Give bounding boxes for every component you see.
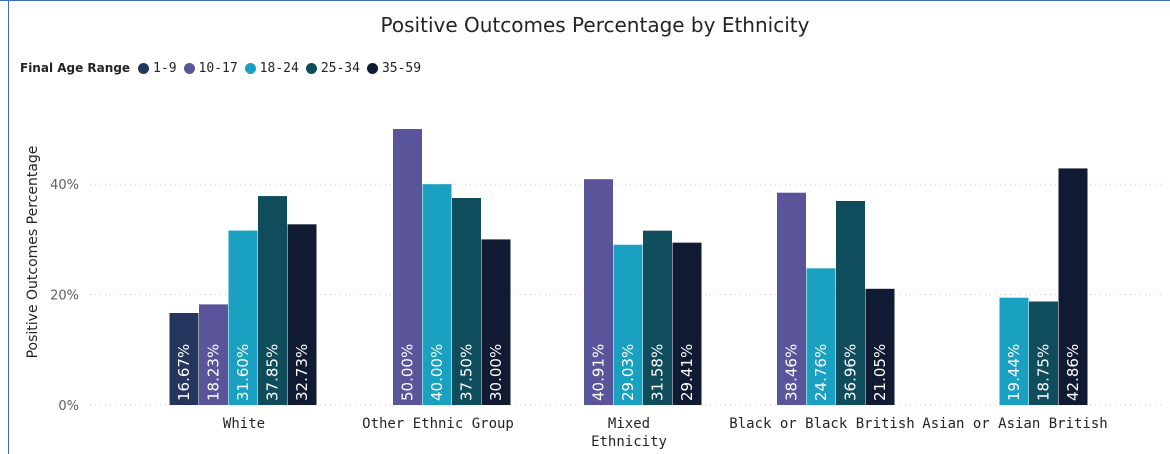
data-label: 21.05% (871, 344, 889, 401)
y-tick-label: 40% (50, 178, 79, 193)
legend[interactable]: Final Age Range 1-9 10-17 18-24 25-34 35-59 (20, 59, 428, 77)
legend-label: 25-34 (320, 60, 360, 76)
bar-25-34 (1029, 301, 1058, 405)
legend-label: 1-9 (153, 60, 177, 76)
data-label: 32.73% (293, 344, 311, 401)
data-label: 19.44% (1005, 344, 1023, 401)
legend-item-25-34[interactable]: 25-34 (305, 60, 360, 76)
bar-35-59 (672, 242, 702, 405)
data-label: 50.00% (399, 344, 417, 401)
legend-label: 18-24 (259, 60, 299, 76)
data-label: 18.23% (205, 344, 223, 401)
bar-25-34 (258, 196, 287, 405)
frame-left-border (8, 0, 9, 454)
legend-item-18-24[interactable]: 18-24 (244, 60, 299, 76)
bar-18-24 (613, 244, 643, 405)
x-tick-label: Black or Black British (729, 416, 914, 432)
y-tick-label: 0% (58, 399, 79, 414)
legend-item-1-9[interactable]: 1-9 (138, 60, 177, 76)
data-label: 18.75% (1035, 344, 1053, 401)
bar-35-59 (865, 288, 895, 405)
bar-25-34 (836, 200, 865, 405)
data-label: 31.60% (234, 344, 252, 401)
y-axis-title: Positive Outcomes Percentage (25, 146, 41, 359)
data-label: 42.86% (1064, 344, 1082, 401)
legend-marker (366, 62, 378, 74)
data-label: 16.67% (175, 344, 193, 401)
data-label: 30.00% (487, 344, 505, 401)
x-tick-label: Ethnicity (591, 434, 667, 450)
legend-marker (244, 62, 256, 74)
data-label: 29.03% (619, 344, 637, 401)
legend-marker (138, 62, 150, 74)
bar-35-59 (1058, 168, 1088, 405)
bar-1-9 (169, 312, 199, 405)
legend-title: Final Age Range (20, 61, 131, 75)
x-tick-label: Other Ethnic Group (362, 416, 514, 432)
y-tick-label: 20% (50, 289, 79, 304)
frame-top-border (0, 0, 1170, 1)
bar-35-59 (287, 224, 317, 405)
bar-18-24 (806, 268, 836, 405)
data-label: 40.00% (428, 344, 446, 401)
legend-label: 35-59 (381, 60, 422, 76)
data-label: 24.76% (812, 344, 830, 401)
data-label: 29.41% (678, 344, 696, 401)
bar-18-24 (999, 297, 1029, 405)
bar-18-24 (228, 230, 258, 405)
data-label: 37.50% (458, 344, 476, 401)
bar-10-17 (199, 304, 228, 405)
bar-10-17 (393, 129, 422, 405)
x-tick-label: White (223, 416, 265, 432)
legend-label: 10-17 (198, 60, 238, 76)
data-label: 40.91% (590, 344, 608, 401)
data-label: 31.58% (649, 344, 667, 401)
data-label: 36.96% (842, 344, 860, 401)
chart-title: Positive Outcomes Percentage by Ethnicit… (380, 13, 810, 37)
legend-marker (305, 62, 317, 74)
x-tick-label: Asian or Asian British (922, 416, 1107, 432)
data-label: 37.85% (264, 344, 282, 401)
bar-25-34 (643, 230, 672, 405)
bar-10-17 (777, 192, 806, 405)
bar-35-59 (481, 239, 511, 405)
bar-10-17 (584, 179, 613, 405)
legend-item-35-59[interactable]: 35-59 (366, 60, 422, 76)
bar-25-34 (452, 198, 481, 405)
legend-marker (183, 62, 195, 74)
bar-18-24 (422, 184, 452, 405)
data-label: 38.46% (783, 344, 801, 401)
legend-item-10-17[interactable]: 10-17 (183, 60, 238, 76)
x-tick-label: Mixed (608, 416, 650, 432)
